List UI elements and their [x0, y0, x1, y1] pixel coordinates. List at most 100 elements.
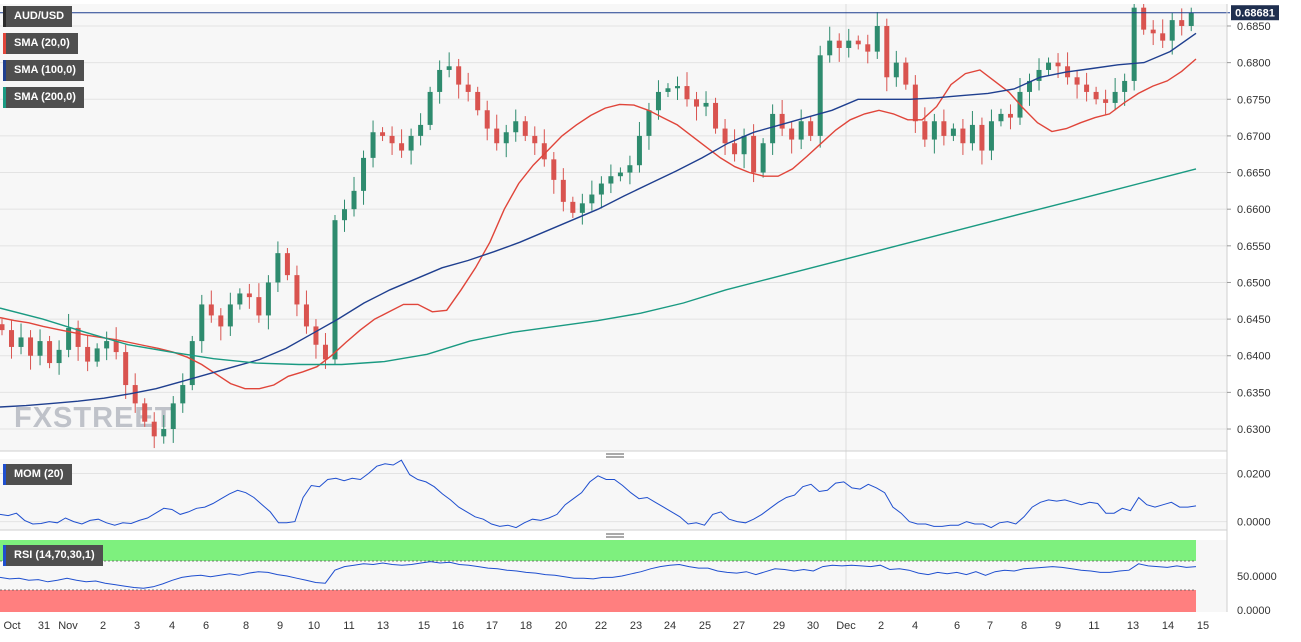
candle: [579, 193, 585, 225]
rsi-overbought-zone: [0, 540, 1196, 561]
mom-line: [0, 459, 1197, 529]
candle: [370, 120, 376, 168]
x-tick-label: 9: [1055, 620, 1061, 632]
candle: [408, 128, 414, 165]
x-tick-label: 18: [520, 620, 532, 632]
x-tick-label: 2: [878, 620, 884, 632]
candle: [817, 45, 823, 148]
x-tick-label: 8: [1021, 620, 1027, 632]
x-tick-label: 20: [555, 620, 567, 632]
candle: [560, 168, 566, 212]
mom-line-group: [0, 459, 1197, 529]
x-axis: Oct 31 Nov 2 3 4 6 8 9 10 11 13 15 16 17 18 20 22 23 24 25 27…: [3, 620, 1209, 632]
y-tick-label: 0.6550: [1237, 241, 1271, 253]
candle: [265, 275, 271, 330]
candle: [18, 323, 24, 355]
candle: [85, 335, 91, 372]
svg-text:0.68681: 0.68681: [1235, 8, 1275, 20]
candle: [627, 155, 633, 185]
candle: [865, 34, 871, 64]
sma20-label[interactable]: SMA (20,0): [3, 33, 78, 54]
y-tick-label: 0.0000: [1237, 517, 1271, 529]
rsi-oversold-zone: [0, 590, 1196, 612]
x-tick-label: 23: [630, 620, 642, 632]
x-tick-label: 14: [1162, 620, 1174, 632]
x-tick-label: 3: [134, 620, 140, 632]
candle: [28, 330, 34, 370]
candles: [0, 4, 1194, 449]
candle: [189, 335, 195, 391]
sma-line: [0, 168, 1197, 366]
candle: [1007, 104, 1013, 130]
x-tick-label: 11: [343, 620, 354, 632]
sma-line: [0, 32, 1197, 408]
x-tick-label: 15: [1197, 620, 1209, 632]
candle: [513, 109, 519, 142]
candle: [950, 123, 956, 142]
rsi-label[interactable]: RSI (14,70,30,1): [3, 545, 103, 566]
candle: [722, 119, 728, 155]
mom-label[interactable]: MOM (20): [3, 464, 72, 485]
candle: [541, 129, 547, 167]
candle: [608, 164, 614, 194]
candle: [665, 83, 671, 98]
resize-handle[interactable]: [606, 453, 624, 458]
x-tick-label: 22: [595, 620, 607, 632]
candle: [589, 180, 595, 211]
x-tick-label: 9: [277, 620, 283, 632]
candle: [674, 76, 680, 100]
x-tick-label: 24: [664, 620, 676, 632]
candle: [237, 288, 243, 310]
y-tick-label: 0.6350: [1237, 387, 1271, 399]
sma100-label[interactable]: SMA (100,0): [3, 60, 84, 81]
candle: [684, 72, 690, 107]
candle: [1046, 57, 1052, 76]
x-tick-label: 17: [486, 620, 498, 632]
candle: [770, 104, 776, 155]
candle: [332, 215, 338, 365]
resize-handle[interactable]: [606, 533, 624, 538]
candle: [399, 129, 405, 158]
sma-line: [0, 58, 1197, 390]
candle: [9, 320, 15, 359]
candle: [789, 121, 795, 154]
candle: [456, 58, 462, 99]
y-tick-label: 0.6850: [1237, 21, 1271, 33]
candle: [1074, 69, 1080, 99]
main-pane: [0, 4, 1227, 451]
candle: [94, 343, 100, 367]
x-tick-label: 10: [308, 620, 320, 632]
candle: [246, 283, 252, 309]
candle: [0, 319, 5, 336]
candle: [941, 109, 947, 146]
candle: [998, 108, 1004, 127]
x-tick-label: 30: [807, 620, 819, 632]
candle: [636, 121, 642, 173]
candle: [893, 50, 899, 87]
x-tick-label: 7: [987, 620, 993, 632]
gridlines: [0, 4, 1227, 612]
rsi-line-group: [0, 561, 1197, 589]
candle: [798, 109, 804, 150]
candle: [446, 52, 452, 78]
candle: [694, 91, 700, 121]
candle: [75, 320, 81, 361]
candle: [751, 124, 757, 183]
candle: [570, 196, 576, 218]
sma200-label[interactable]: SMA (200,0): [3, 87, 84, 108]
candle: [284, 248, 290, 281]
candle: [47, 335, 53, 369]
candle: [760, 138, 766, 178]
symbol-label[interactable]: AUD/USD: [3, 6, 73, 27]
candle: [494, 114, 500, 151]
x-tick-label: 27: [733, 620, 745, 632]
candle: [180, 373, 186, 413]
candle: [713, 97, 719, 134]
x-tick-label: 31: [38, 620, 50, 632]
candle: [170, 396, 176, 443]
candle: [475, 86, 481, 116]
candle: [1169, 12, 1175, 55]
x-tick-label: 2: [100, 620, 106, 632]
y-tick-label: 0.0200: [1237, 468, 1271, 480]
